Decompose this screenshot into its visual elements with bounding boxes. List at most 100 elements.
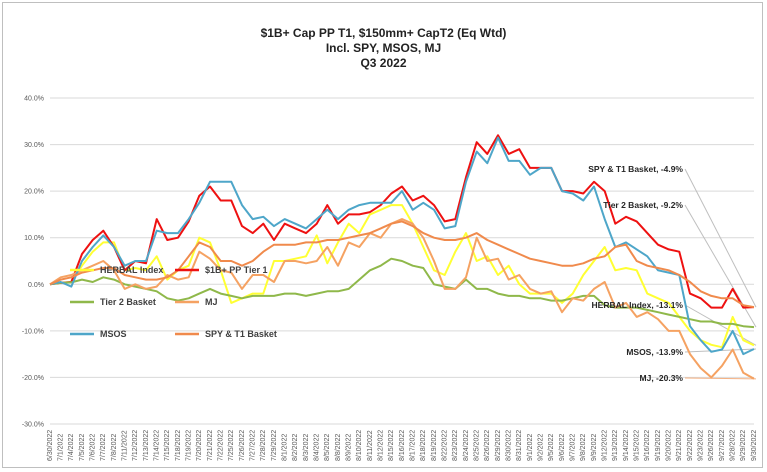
annotation-leader-lines bbox=[684, 168, 757, 380]
x-tick-label: 7/21/2022 bbox=[207, 430, 214, 461]
x-tick-label: 8/9/2022 bbox=[346, 434, 353, 461]
end-annotation: MJ, -20.3% bbox=[640, 373, 684, 383]
legend-label: MJ bbox=[205, 297, 218, 307]
x-tick-label: 8/2/2022 bbox=[292, 434, 299, 461]
x-tick-label: 9/13/2022 bbox=[612, 430, 619, 461]
x-tick-label: 9/19/2022 bbox=[655, 430, 662, 461]
x-tick-label: 8/29/2022 bbox=[495, 430, 502, 461]
x-tick-label: 9/12/2022 bbox=[602, 430, 609, 461]
x-tick-label: 8/24/2022 bbox=[463, 430, 470, 461]
x-tick-label: 9/1/2022 bbox=[527, 434, 534, 461]
x-tick-label: 9/7/2022 bbox=[570, 434, 577, 461]
x-tick-label: 8/15/2022 bbox=[388, 430, 395, 461]
x-tick-label: 7/1/2022 bbox=[58, 434, 65, 461]
chart-title-line-3: Q3 2022 bbox=[360, 56, 407, 70]
chart-title-line-2: Incl. SPY, MSOS, MJ bbox=[325, 41, 442, 55]
chart-title-line-1: $1B+ Cap PP T1, $150mm+ CapT2 (Eq Wtd) bbox=[260, 26, 507, 40]
legend-label: HERBAL Index bbox=[100, 265, 163, 275]
x-tick-label: 7/14/2022 bbox=[154, 430, 161, 461]
x-tick-label: 9/21/2022 bbox=[676, 430, 683, 461]
y-tick-label: -20.0% bbox=[22, 375, 44, 382]
x-tick-label: 9/30/2022 bbox=[751, 430, 758, 461]
end-annotation: Tier 2 Basket, -9.2% bbox=[603, 200, 683, 210]
series-line bbox=[49, 257, 755, 329]
x-tick-label: 8/25/2022 bbox=[474, 430, 481, 461]
legend-label: $1B+ PP Tier 1 bbox=[205, 265, 267, 275]
series-line bbox=[49, 136, 755, 356]
y-tick-label: 0.0% bbox=[28, 282, 44, 289]
leader-line bbox=[684, 168, 757, 308]
x-tick-label: 8/3/2022 bbox=[303, 434, 310, 461]
x-tick-label: 8/18/2022 bbox=[420, 430, 427, 461]
x-tick-label: 8/11/2022 bbox=[367, 430, 374, 461]
end-annotation: SPY & T1 Basket, -4.9% bbox=[588, 164, 683, 174]
y-tick-label: -30.0% bbox=[22, 422, 44, 429]
x-tick-label: 7/5/2022 bbox=[79, 434, 86, 461]
x-tick-label: 7/12/2022 bbox=[132, 430, 139, 461]
x-tick-label: 7/19/2022 bbox=[186, 430, 193, 461]
legend-label: MSOS bbox=[100, 329, 127, 339]
x-tick-label: 9/20/2022 bbox=[666, 430, 673, 461]
gridlines bbox=[50, 97, 754, 425]
end-annotation: HERBAL Index, -13.1% bbox=[592, 300, 684, 310]
x-tick-label: 8/10/2022 bbox=[356, 430, 363, 461]
y-tick-label: 10.0% bbox=[24, 235, 44, 242]
x-tick-label: 9/27/2022 bbox=[719, 430, 726, 461]
x-tick-label: 9/26/2022 bbox=[708, 430, 715, 461]
x-tick-label: 8/30/2022 bbox=[506, 430, 513, 461]
x-tick-label: 9/14/2022 bbox=[623, 430, 630, 461]
series-line bbox=[49, 204, 755, 349]
x-tick-label: 7/13/2022 bbox=[143, 430, 150, 461]
x-tick-label: 7/25/2022 bbox=[228, 430, 235, 461]
x-tick-label: 7/20/2022 bbox=[196, 430, 203, 461]
y-tick-label: 40.0% bbox=[24, 96, 44, 103]
y-axis-tick-labels: -30.0% -20.0% -10.0% 0.0% 10.0% 20.0% 30.0% 40.… bbox=[22, 96, 44, 429]
x-tick-label: 7/15/2022 bbox=[164, 430, 171, 461]
x-tick-label: 8/16/2022 bbox=[399, 430, 406, 461]
x-tick-label: 7/18/2022 bbox=[175, 430, 182, 461]
x-tick-label: 8/4/2022 bbox=[314, 434, 321, 461]
x-tick-label: 9/22/2022 bbox=[687, 430, 694, 461]
x-tick-label: 9/29/2022 bbox=[740, 430, 747, 461]
x-axis-tick-labels: 6/30/2022 7/1/2022 7/4/2022 7/5/2022 7/6/202… bbox=[47, 430, 758, 461]
legend-label: SPY & T1 Basket bbox=[205, 329, 277, 339]
series-line bbox=[49, 218, 755, 380]
x-tick-label: 8/19/2022 bbox=[431, 430, 438, 461]
x-tick-label: 9/6/2022 bbox=[559, 434, 566, 461]
x-tick-label: 7/4/2022 bbox=[68, 434, 75, 461]
x-tick-label: 9/16/2022 bbox=[644, 430, 651, 461]
series-line bbox=[49, 134, 755, 309]
x-tick-label: 7/22/2022 bbox=[218, 430, 225, 461]
x-tick-label: 8/8/2022 bbox=[335, 434, 342, 461]
x-tick-label: 7/26/2022 bbox=[239, 430, 246, 461]
x-tick-label: 9/8/2022 bbox=[580, 434, 587, 461]
y-tick-label: 20.0% bbox=[24, 189, 44, 196]
x-tick-label: 9/2/2022 bbox=[538, 434, 545, 461]
x-tick-label: 7/7/2022 bbox=[100, 434, 107, 461]
y-tick-label: 30.0% bbox=[24, 142, 44, 149]
end-annotation: MSOS, -13.9% bbox=[626, 347, 683, 357]
x-tick-label: 9/5/2022 bbox=[548, 434, 555, 461]
x-tick-label: 7/29/2022 bbox=[271, 430, 278, 461]
x-tick-label: 8/23/2022 bbox=[452, 430, 459, 461]
x-tick-label: 8/26/2022 bbox=[484, 430, 491, 461]
x-tick-label: 8/1/2022 bbox=[282, 434, 289, 461]
y-tick-label: -10.0% bbox=[22, 328, 44, 335]
x-tick-label: 9/9/2022 bbox=[591, 434, 598, 461]
x-tick-label: 8/12/2022 bbox=[378, 430, 385, 461]
end-value-annotations: SPY & T1 Basket, -4.9% Tier 2 Basket, -9.… bbox=[588, 164, 683, 383]
x-tick-label: 8/17/2022 bbox=[410, 430, 417, 461]
leader-line bbox=[684, 304, 757, 346]
x-tick-label: 7/6/2022 bbox=[90, 434, 97, 461]
x-tick-label: 7/8/2022 bbox=[111, 434, 118, 461]
legend: HERBAL Index $1B+ PP Tier 1 Tier 2 Basket M… bbox=[70, 265, 277, 339]
x-tick-label: 8/5/2022 bbox=[324, 434, 331, 461]
x-tick-label: 8/31/2022 bbox=[516, 430, 523, 461]
leader-line bbox=[684, 204, 757, 328]
series-line bbox=[49, 220, 755, 309]
x-tick-label: 7/28/2022 bbox=[260, 430, 267, 461]
x-tick-label: 9/28/2022 bbox=[730, 430, 737, 461]
legend-label: Tier 2 Basket bbox=[100, 297, 156, 307]
x-tick-label: 7/11/2022 bbox=[122, 430, 129, 461]
